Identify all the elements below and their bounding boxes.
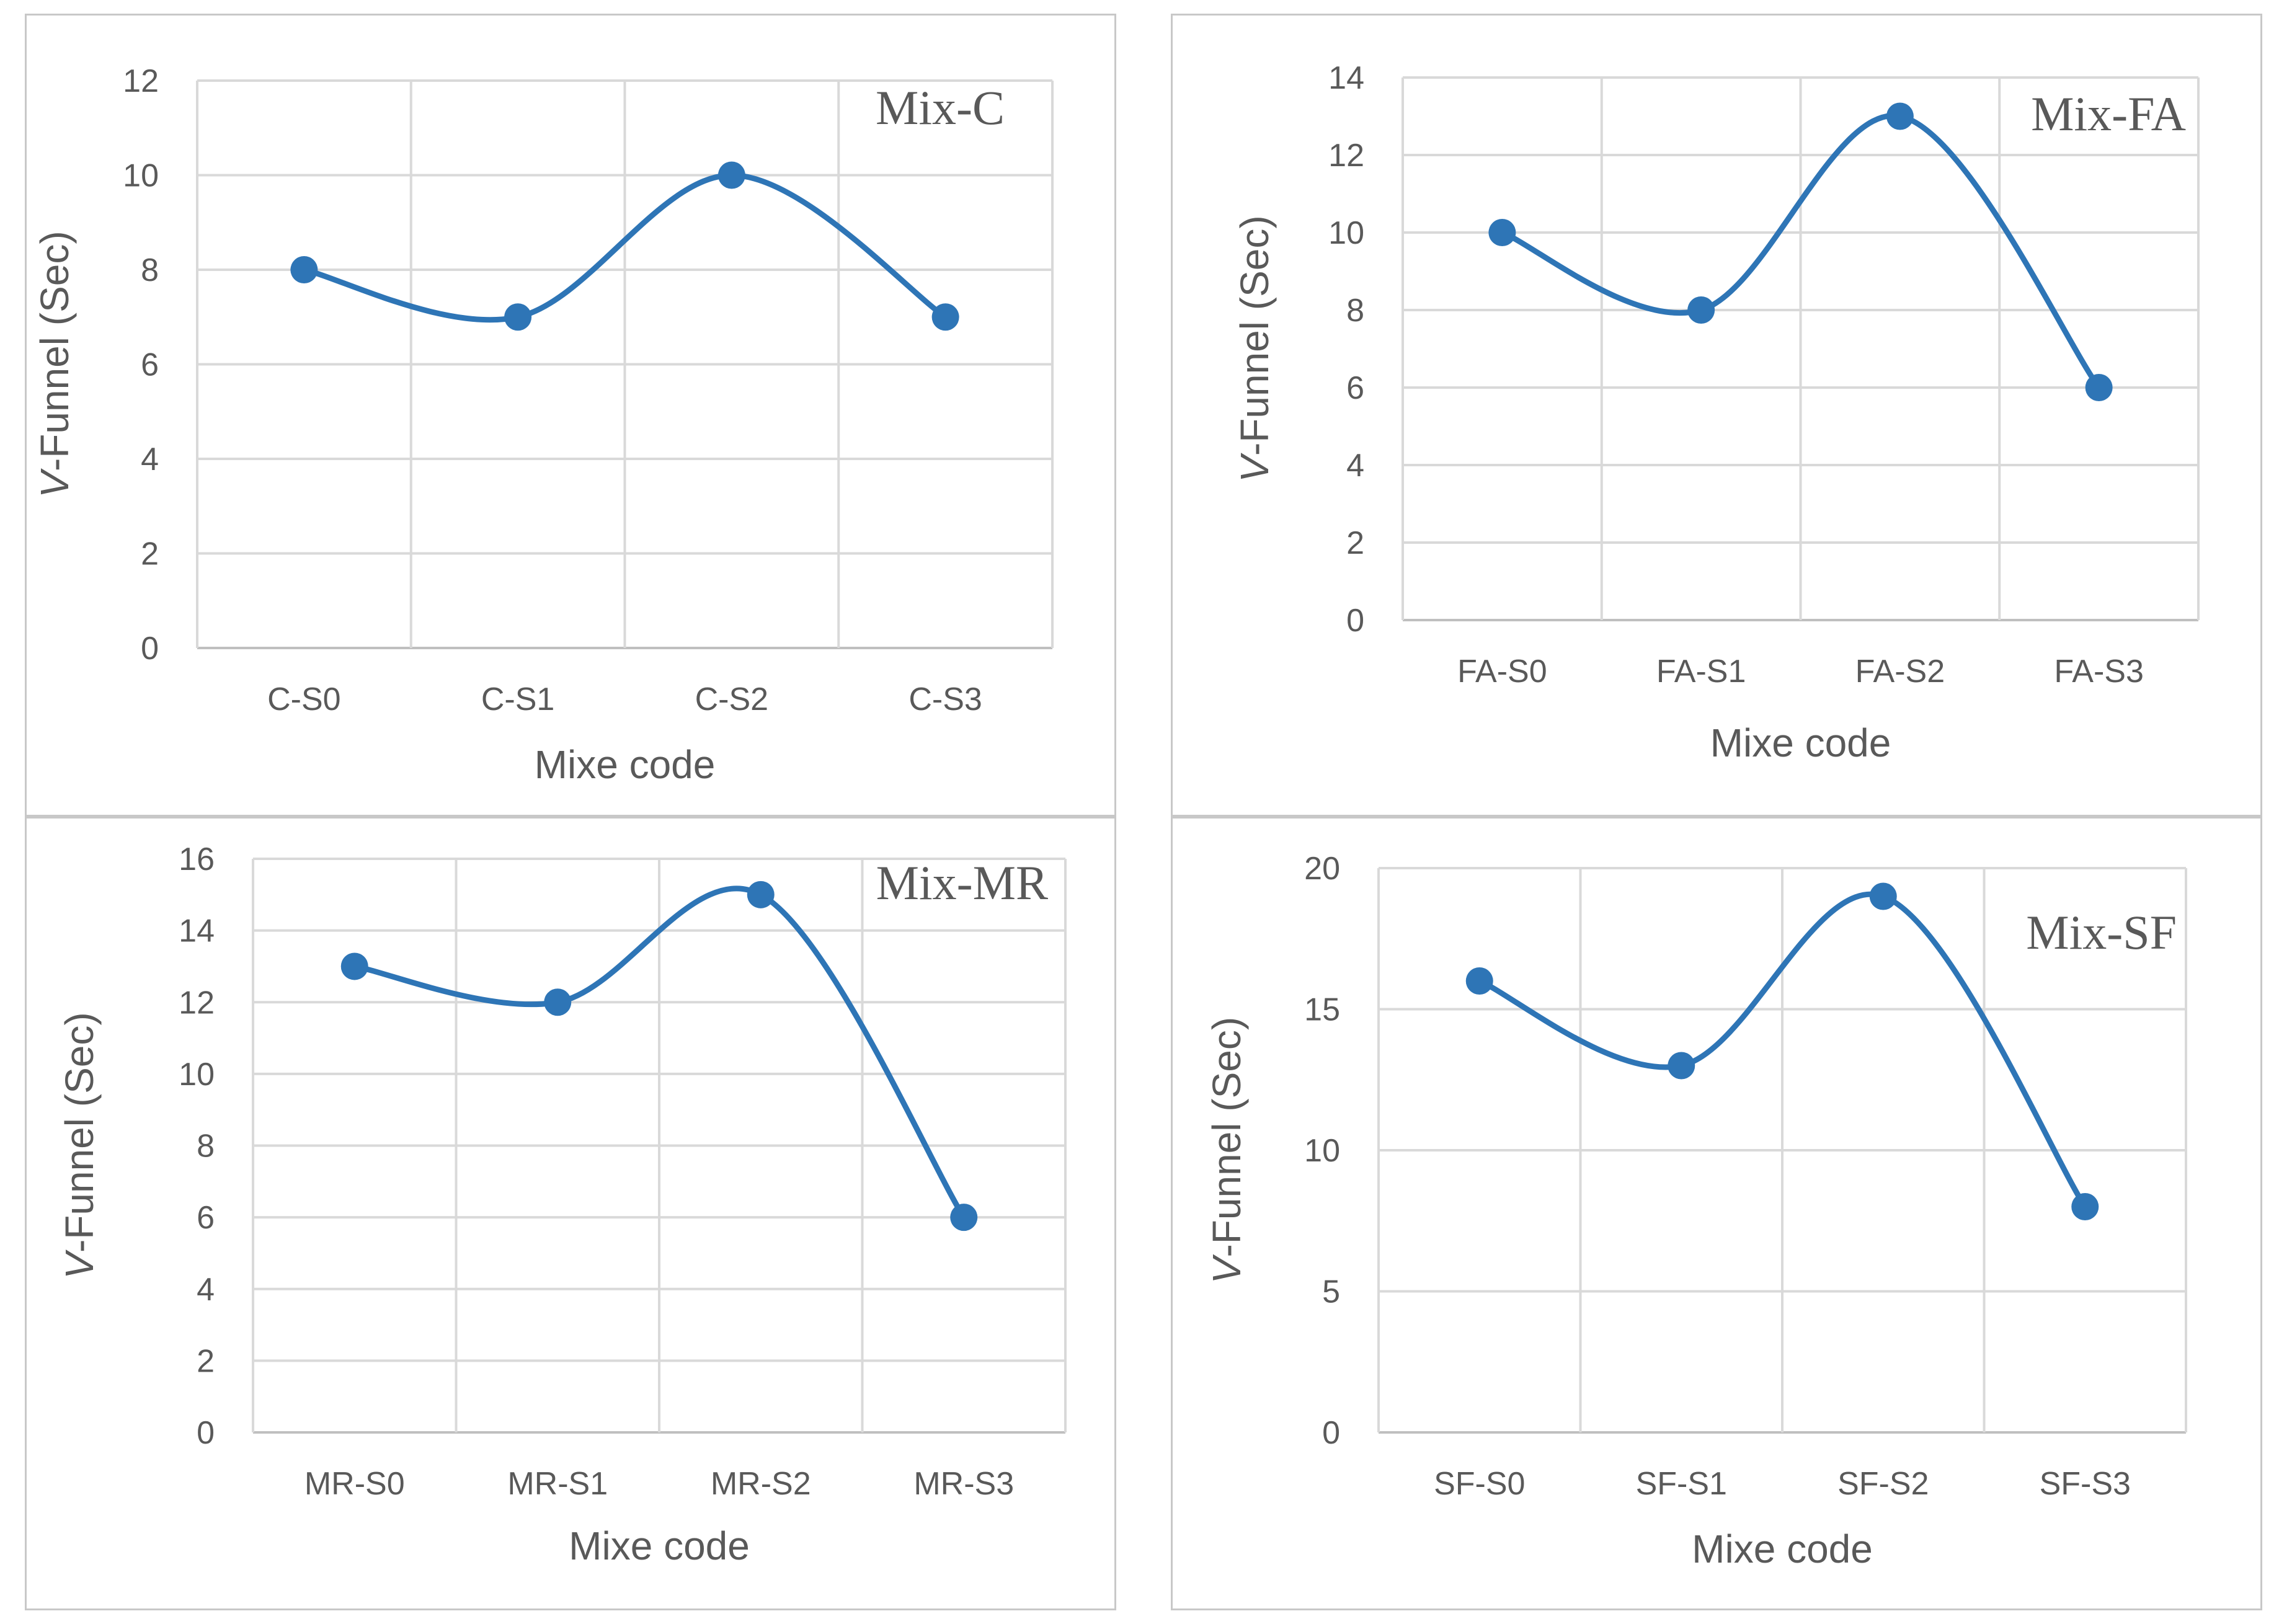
x-tick-label: SF-S0 — [1434, 1466, 1525, 1502]
chart-mix-c: 0 2 4 6 8 10 12 C-S0 C-S1 C-S2 C-S3 Mixe code V-Funn… — [32, 63, 1054, 787]
data-point — [2071, 1193, 2099, 1220]
data-point — [747, 881, 775, 908]
x-tick-label: C-S3 — [908, 681, 982, 717]
chart-title: Mix-MR — [876, 856, 1048, 910]
y-tick-label: 2 — [1346, 525, 1364, 561]
series-line — [1478, 891, 2088, 1209]
data-point — [717, 161, 745, 189]
y-tick-label: 10 — [123, 158, 159, 194]
y-tick-label: 10 — [1328, 215, 1364, 251]
x-tick-label: FA-S2 — [1855, 654, 1945, 690]
data-point — [931, 303, 959, 331]
x-tick-label: C-S2 — [695, 681, 768, 717]
y-tick-label: 0 — [1322, 1415, 1340, 1451]
data-point — [1869, 882, 1897, 910]
y-tick-label: 2 — [197, 1343, 215, 1379]
x-axis-title: Mixe code — [1710, 721, 1891, 765]
x-tick-label: C-S0 — [267, 681, 340, 717]
y-tick-label: 0 — [197, 1415, 215, 1451]
y-tick-label: 10 — [179, 1057, 215, 1093]
y-tick-label: 8 — [1346, 293, 1364, 329]
x-tick-label: MR-S1 — [507, 1466, 608, 1502]
chart-panel-mix-c — [25, 14, 1116, 817]
y-tick-label: 0 — [1346, 603, 1364, 639]
y-tick-label: 12 — [179, 985, 215, 1021]
data-point — [950, 1204, 978, 1231]
y-tick-label: 0 — [141, 631, 159, 667]
y-tick-label: 10 — [1304, 1133, 1340, 1169]
x-tick-label: FA-S1 — [1656, 654, 1746, 690]
data-point — [340, 952, 368, 980]
x-tick-label: SF-S2 — [1837, 1466, 1929, 1502]
x-axis-title: Mixe code — [569, 1524, 750, 1568]
y-tick-label: 5 — [1322, 1274, 1340, 1310]
x-tick-label: MR-S3 — [913, 1466, 1014, 1502]
y-axis-title: V-Funnel (Sec) — [57, 1012, 102, 1279]
chart-mix-sf: 0 5 10 15 20 SF-S0 SF-S1 SF-S2 SF-S3 Mixe code V-F… — [1204, 851, 2187, 1571]
y-tick-label: 8 — [197, 1129, 215, 1165]
data-point — [1668, 1052, 1695, 1080]
x-tick-label: MR-S0 — [304, 1466, 405, 1502]
y-axis-title: V-Funnel (Sec) — [1204, 1017, 1249, 1284]
data-point — [544, 988, 572, 1016]
x-tick-label: SF-S1 — [1636, 1466, 1727, 1502]
y-axis-title: V-Funnel (Sec) — [1232, 215, 1277, 482]
chart-mix-mr: 0 2 4 6 8 10 12 14 16 MR-S0 MR-S1 MR-S2 MR-S3 Mixe co… — [57, 841, 1067, 1568]
y-tick-label: 4 — [1346, 448, 1364, 484]
y-tick-label: 14 — [1328, 60, 1364, 96]
chart-mix-fa: 0 2 4 6 8 10 12 14 FA-S0 FA-S1 FA-S2 FA-S3 Mixe code… — [1232, 60, 2200, 765]
data-point — [1687, 296, 1715, 324]
x-tick-label: C-S1 — [481, 681, 554, 717]
chart-title: Mix-C — [876, 81, 1005, 135]
x-tick-label: FA-S3 — [2054, 654, 2144, 690]
x-tick-label: SF-S3 — [2040, 1466, 2131, 1502]
y-tick-label: 12 — [123, 63, 159, 99]
chart-panel-mix-fa — [1171, 14, 2262, 817]
x-axis-title: Mixe code — [535, 742, 716, 787]
chart-title: Mix-FA — [2031, 87, 2186, 141]
y-tick-label: 4 — [197, 1272, 215, 1308]
y-tick-label: 15 — [1304, 992, 1340, 1028]
y-tick-label: 6 — [141, 347, 159, 383]
data-point — [290, 256, 318, 283]
data-point — [1465, 967, 1493, 995]
y-axis-title: V-Funnel (Sec) — [32, 231, 77, 497]
y-tick-label: 12 — [1328, 138, 1364, 174]
data-point — [1488, 219, 1516, 246]
y-tick-label: 16 — [179, 841, 215, 877]
data-point — [1886, 102, 1914, 130]
y-tick-label: 6 — [1346, 370, 1364, 406]
y-tick-label: 6 — [197, 1200, 215, 1236]
y-tick-label: 20 — [1304, 851, 1340, 887]
y-tick-label: 8 — [141, 252, 159, 288]
y-tick-label: 4 — [141, 441, 159, 477]
series-line — [303, 172, 948, 323]
chart-panel-mix-mr — [25, 817, 1116, 1610]
y-tick-label: 2 — [141, 536, 159, 572]
series-line — [353, 885, 967, 1219]
data-point — [2085, 374, 2113, 401]
data-point — [504, 303, 532, 331]
chart-title: Mix-SF — [2026, 905, 2177, 959]
y-tick-label: 14 — [179, 913, 215, 949]
x-axis-title: Mixe code — [1692, 1527, 1873, 1571]
x-tick-label: MR-S2 — [711, 1466, 811, 1502]
series-line — [1501, 113, 2102, 389]
x-tick-label: FA-S0 — [1457, 654, 1547, 690]
